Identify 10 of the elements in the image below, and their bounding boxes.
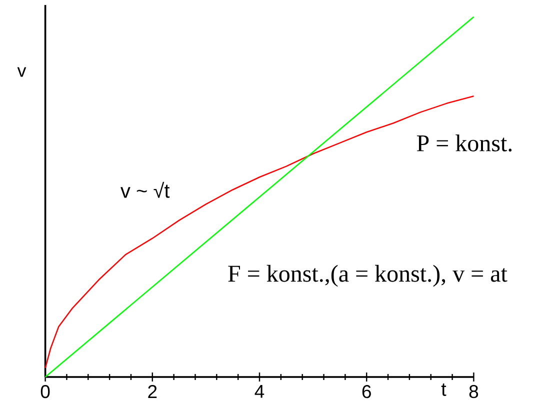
- x-tick-label: 6: [362, 385, 371, 398]
- x-tick-label: 0: [40, 385, 50, 398]
- x-tick-label: 8: [469, 385, 478, 398]
- annotation: F = konst.,(a = konst.), v = at: [228, 264, 508, 287]
- y-axis-title: v: [17, 67, 26, 77]
- annotation: P = konst.: [416, 134, 512, 152]
- x-tick-label: 4: [254, 385, 264, 398]
- x-tick-label: 2: [148, 385, 157, 398]
- x-axis-title: t: [441, 384, 446, 396]
- annotation: v ~ √t: [120, 182, 170, 198]
